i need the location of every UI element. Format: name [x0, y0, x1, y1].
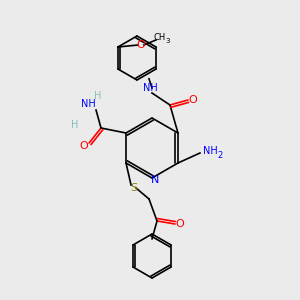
Text: O: O — [176, 219, 184, 229]
Text: NH: NH — [81, 99, 95, 109]
Text: H: H — [94, 91, 102, 101]
Text: NH: NH — [203, 146, 218, 156]
Text: O: O — [136, 40, 145, 50]
Text: O: O — [189, 95, 197, 105]
Text: CH: CH — [154, 34, 166, 43]
Text: N: N — [151, 175, 159, 185]
Text: H: H — [71, 120, 79, 130]
Text: 3: 3 — [166, 38, 170, 44]
Text: 2: 2 — [217, 151, 222, 160]
Text: S: S — [130, 183, 138, 193]
Text: NH: NH — [142, 83, 158, 93]
Text: O: O — [80, 141, 88, 151]
